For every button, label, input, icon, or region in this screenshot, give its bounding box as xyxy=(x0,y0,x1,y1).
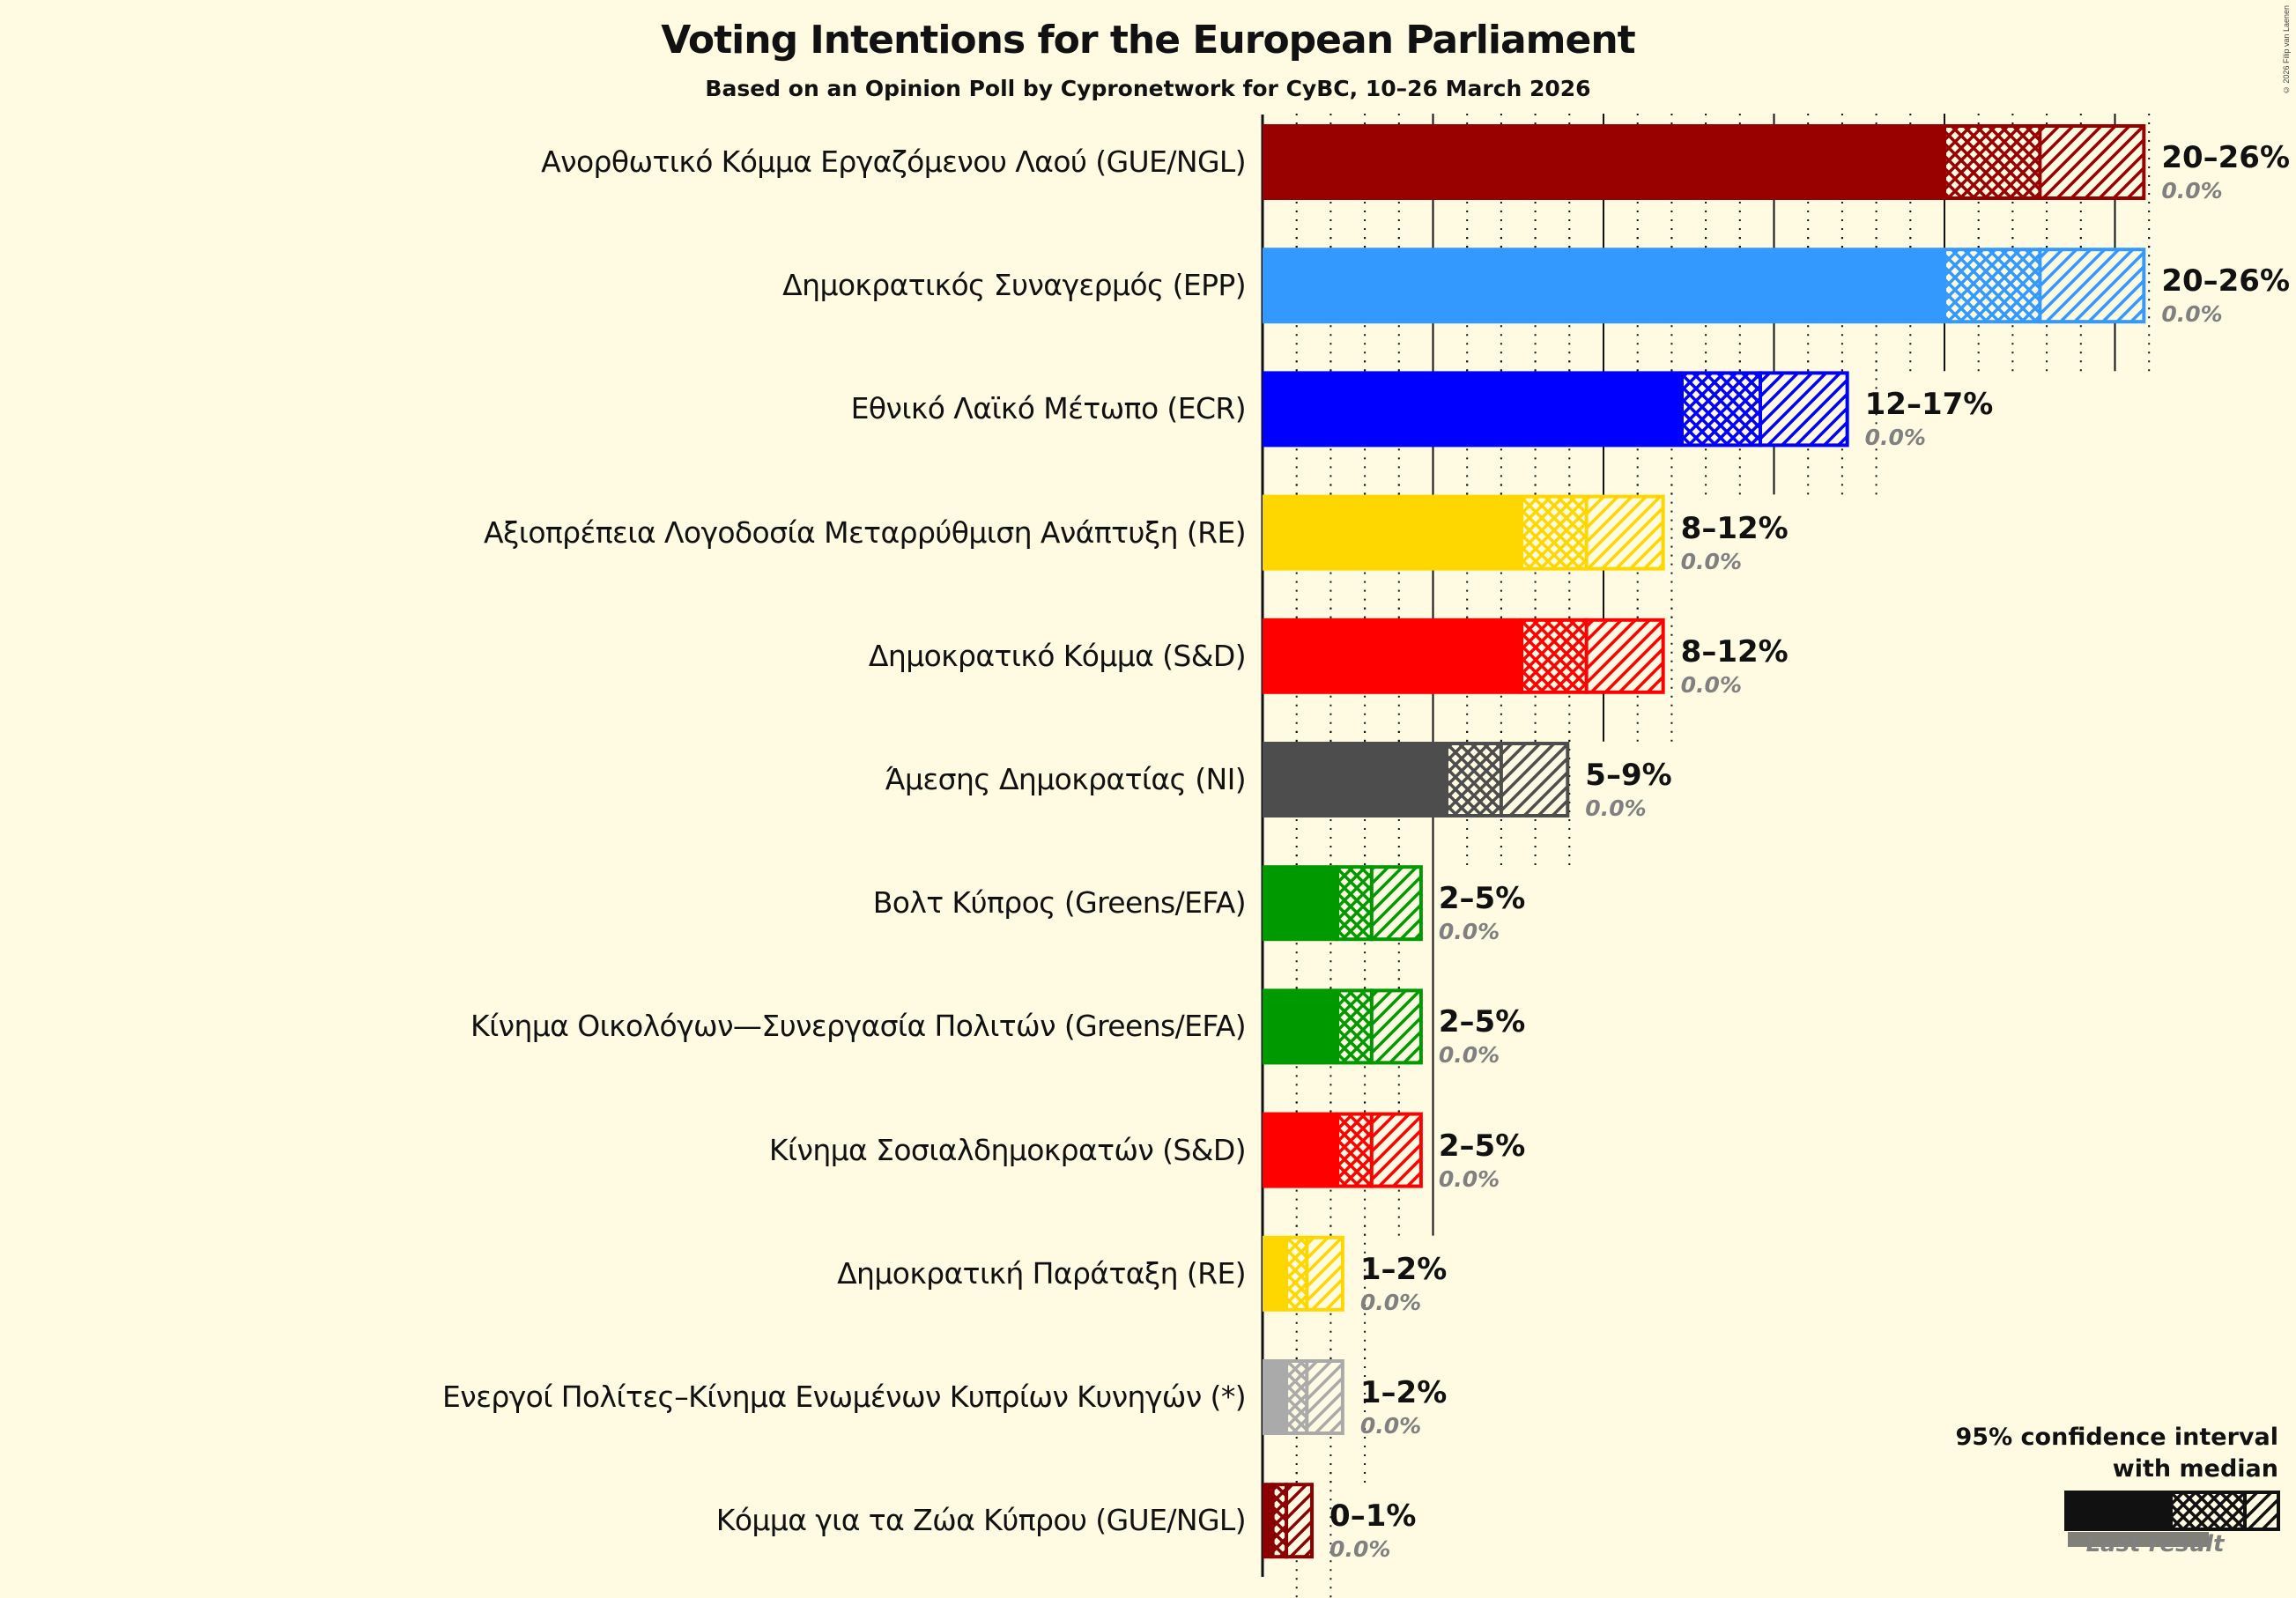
party-name-label: Δημοκρατική Παράταξη (RE) xyxy=(837,1255,1247,1291)
ci-range-label: 2–5% xyxy=(1438,881,1526,917)
party-name-label: Ανορθωτικό Κόμμα Εργαζόμενου Λαού (GUE/N… xyxy=(541,144,1246,179)
chart-title: Voting Intentions for the European Parli… xyxy=(661,18,1635,63)
ci-range-label: 20–26% xyxy=(2161,263,2291,300)
party-name-label: Άμεσης Δημοκρατίας (NI) xyxy=(885,762,1247,796)
party-name-label: Αξιοπρέπεια Λογοδοσία Μεταρρύθμιση Ανάπτ… xyxy=(483,514,1247,550)
last-result-label: 0.0% xyxy=(2161,178,2223,203)
ci-range-label: 12–17% xyxy=(1864,387,1994,423)
last-result-label: 0.0% xyxy=(1680,671,1742,698)
ci-range-label: 20–26% xyxy=(2161,140,2291,175)
ci-range-label: 2–5% xyxy=(1438,1004,1526,1040)
last-result-label: 0.0% xyxy=(2161,301,2223,328)
chart-subtitle: Based on an Opinion Poll by Cypronetwork… xyxy=(705,76,1591,101)
ci-range-label: 8–12% xyxy=(1680,510,1789,546)
party-bar xyxy=(1263,865,1423,942)
last-result-label: 0.0% xyxy=(1864,425,1926,451)
ci-range-label: 8–12% xyxy=(1680,633,1789,670)
party-name-label: Κόμμα για τα Ζώα Κύπρου (GUE/NGL) xyxy=(715,1503,1247,1538)
last-result-label: 0.0% xyxy=(1438,1165,1500,1192)
last-result-label: 0.0% xyxy=(1585,795,1647,821)
last-result-label: 0.0% xyxy=(1359,1413,1422,1439)
legend-title-line1: 95% confidence interval xyxy=(1955,1424,2278,1451)
party-name-label: Δημοκρατικός Συναγερμός (EPP) xyxy=(782,268,1246,303)
last-result-label: 0.0% xyxy=(1359,1289,1422,1315)
ci-range-label: 2–5% xyxy=(1438,1128,1526,1164)
party-bar xyxy=(1263,371,1849,448)
ci-range-label: 5–9% xyxy=(1585,758,1672,793)
party-bar xyxy=(1263,1483,1315,1559)
party-bar xyxy=(1263,1359,1344,1435)
party-name-label: Βολτ Κύπρος (Greens/EFA) xyxy=(872,885,1247,921)
last-result-label: 0.0% xyxy=(1680,548,1742,574)
party-name-label: Κίνημα Οικολόγων—Συνεργασία Πολιτών (Gre… xyxy=(470,1009,1247,1044)
ci-range-label: 0–1% xyxy=(1329,1498,1417,1535)
party-bar xyxy=(1263,1112,1423,1188)
party-bar xyxy=(1263,494,1665,571)
legend-last-result-label: Last result xyxy=(2085,1531,2225,1557)
ci-range-label: 1–2% xyxy=(1359,1251,1448,1287)
ci-range-label: 1–2% xyxy=(1359,1375,1448,1410)
party-bar xyxy=(1263,124,2146,200)
last-result-label: 0.0% xyxy=(1438,1042,1500,1069)
legend-title-line2: with median xyxy=(2112,1455,2278,1483)
last-result-label: 0.0% xyxy=(1438,919,1500,945)
party-name-label: Ενεργοί Πολίτες–Κίνημα Ενωμένων Κυπρίων … xyxy=(442,1380,1247,1414)
party-bar xyxy=(1263,1235,1344,1312)
party-name-label: Εθνικό Λαϊκό Μέτωπο (ECR) xyxy=(850,391,1247,426)
party-bar xyxy=(1263,988,1423,1065)
party-bar xyxy=(1263,618,1665,694)
legend-title: 95% confidence interval with median xyxy=(1926,1422,2278,1485)
party-bar xyxy=(1263,248,2146,324)
last-result-label: 0.0% xyxy=(1329,1536,1391,1563)
party-name-label: Κίνημα Σοσιαλδημοκρατών (S&D) xyxy=(768,1132,1247,1167)
party-name-label: Δημοκρατικό Κόμμα (S&D) xyxy=(868,638,1247,673)
party-bar xyxy=(1263,742,1570,817)
